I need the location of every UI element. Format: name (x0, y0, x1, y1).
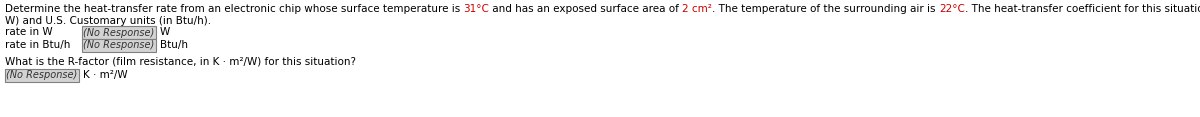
Text: 2 cm²: 2 cm² (683, 4, 713, 14)
Text: (No Response): (No Response) (83, 27, 155, 38)
FancyBboxPatch shape (82, 39, 156, 52)
Text: Determine the heat-transfer rate from an electronic chip whose surface temperatu: Determine the heat-transfer rate from an… (5, 4, 463, 14)
Text: . The temperature of the surrounding air is: . The temperature of the surrounding air… (713, 4, 940, 14)
Text: What is the R-factor (film resistance, in K · m²/W) for this situation?: What is the R-factor (film resistance, i… (5, 56, 356, 66)
Text: W: W (160, 27, 170, 37)
Text: rate in Btu/h: rate in Btu/h (5, 40, 71, 50)
FancyBboxPatch shape (82, 26, 156, 39)
FancyBboxPatch shape (5, 69, 79, 82)
Text: (No Response): (No Response) (6, 71, 78, 80)
Text: (No Response): (No Response) (83, 40, 155, 51)
Text: rate in W: rate in W (5, 27, 53, 37)
Text: . The heat-transfer coefficient for this situation is: . The heat-transfer coefficient for this… (965, 4, 1200, 14)
Text: and has an exposed surface area of: and has an exposed surface area of (490, 4, 683, 14)
Text: K · m²/W: K · m²/W (83, 70, 127, 80)
Text: W) and U.S. Customary units (in Btu/h).: W) and U.S. Customary units (in Btu/h). (5, 16, 211, 26)
Text: Btu/h: Btu/h (160, 40, 188, 50)
Text: 31°C: 31°C (463, 4, 490, 14)
Text: 22°C: 22°C (940, 4, 965, 14)
